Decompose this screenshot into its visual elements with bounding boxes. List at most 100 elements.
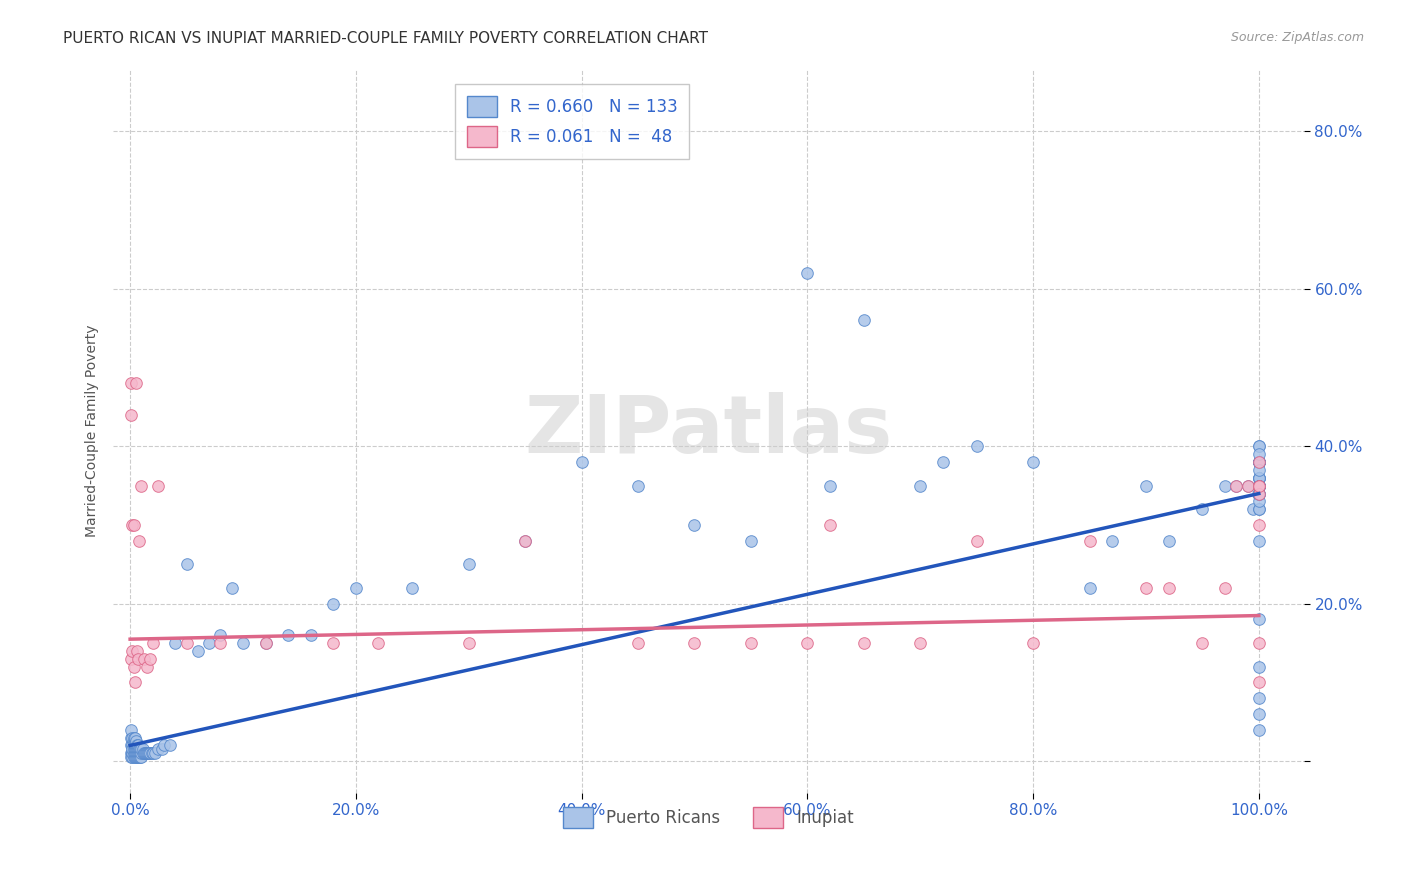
Point xyxy=(932,455,955,469)
Point xyxy=(1247,659,1270,673)
Point xyxy=(1213,581,1236,595)
Point xyxy=(122,742,145,756)
Point xyxy=(627,636,650,650)
Point xyxy=(124,739,146,753)
Point xyxy=(796,636,818,650)
Point xyxy=(122,659,145,673)
Point xyxy=(139,747,162,761)
Point xyxy=(1247,478,1270,492)
Point xyxy=(124,742,146,756)
Point xyxy=(1247,471,1270,485)
Point xyxy=(1247,455,1270,469)
Point xyxy=(1247,478,1270,492)
Point xyxy=(120,750,142,764)
Point xyxy=(121,518,143,533)
Point xyxy=(344,581,367,595)
Point xyxy=(165,636,187,650)
Point xyxy=(153,739,176,753)
Point xyxy=(131,742,153,756)
Point xyxy=(1022,636,1045,650)
Point xyxy=(128,750,150,764)
Point xyxy=(120,747,142,761)
Point xyxy=(128,533,150,548)
Point xyxy=(134,747,156,761)
Point xyxy=(136,747,159,761)
Point xyxy=(1247,478,1270,492)
Point xyxy=(122,731,145,745)
Point xyxy=(1247,439,1270,453)
Point xyxy=(120,739,142,753)
Point xyxy=(1247,518,1270,533)
Y-axis label: Married-Couple Family Poverty: Married-Couple Family Poverty xyxy=(86,325,100,537)
Point xyxy=(1247,478,1270,492)
Point xyxy=(122,518,145,533)
Point xyxy=(1247,478,1270,492)
Point xyxy=(124,747,146,761)
Point xyxy=(299,628,322,642)
Point xyxy=(852,636,875,650)
Point xyxy=(515,533,537,548)
Point xyxy=(131,750,153,764)
Text: PUERTO RICAN VS INUPIAT MARRIED-COUPLE FAMILY POVERTY CORRELATION CHART: PUERTO RICAN VS INUPIAT MARRIED-COUPLE F… xyxy=(63,31,709,46)
Point xyxy=(1022,455,1045,469)
Point xyxy=(740,636,762,650)
Point xyxy=(121,739,143,753)
Point xyxy=(209,628,232,642)
Point xyxy=(122,747,145,761)
Point xyxy=(129,747,152,761)
Point xyxy=(1247,494,1270,508)
Point xyxy=(1247,478,1270,492)
Point xyxy=(127,750,149,764)
Point xyxy=(1191,636,1213,650)
Point xyxy=(127,739,149,753)
Point xyxy=(1247,478,1270,492)
Point xyxy=(121,750,143,764)
Point xyxy=(142,636,165,650)
Point xyxy=(124,734,146,748)
Point xyxy=(120,652,142,666)
Point xyxy=(1247,533,1270,548)
Point xyxy=(221,581,243,595)
Point xyxy=(125,747,148,761)
Point xyxy=(125,739,148,753)
Point xyxy=(121,747,143,761)
Point xyxy=(139,652,162,666)
Point xyxy=(966,439,988,453)
Point xyxy=(122,750,145,764)
Point xyxy=(143,747,166,761)
Point xyxy=(908,478,931,492)
Point xyxy=(457,636,479,650)
Point xyxy=(131,478,153,492)
Point xyxy=(1247,706,1270,721)
Point xyxy=(120,723,142,737)
Point xyxy=(120,408,142,422)
Point xyxy=(571,455,593,469)
Point xyxy=(132,747,155,761)
Point xyxy=(187,644,209,658)
Point xyxy=(125,739,148,753)
Point xyxy=(1078,581,1101,595)
Point xyxy=(176,636,198,650)
Point xyxy=(1247,691,1270,706)
Point xyxy=(1225,478,1247,492)
Point xyxy=(1247,723,1270,737)
Point xyxy=(141,747,163,761)
Point xyxy=(125,742,148,756)
Point xyxy=(908,636,931,650)
Point xyxy=(124,675,146,690)
Point xyxy=(966,533,988,548)
Point xyxy=(120,376,142,391)
Point xyxy=(125,747,148,761)
Point xyxy=(128,747,150,761)
Point xyxy=(129,742,152,756)
Point xyxy=(1247,486,1270,500)
Point xyxy=(322,597,344,611)
Point xyxy=(1247,636,1270,650)
Point xyxy=(120,731,142,745)
Point xyxy=(127,742,149,756)
Point xyxy=(1247,447,1270,461)
Point xyxy=(132,652,155,666)
Point xyxy=(148,742,170,756)
Point xyxy=(1247,463,1270,477)
Point xyxy=(125,644,148,658)
